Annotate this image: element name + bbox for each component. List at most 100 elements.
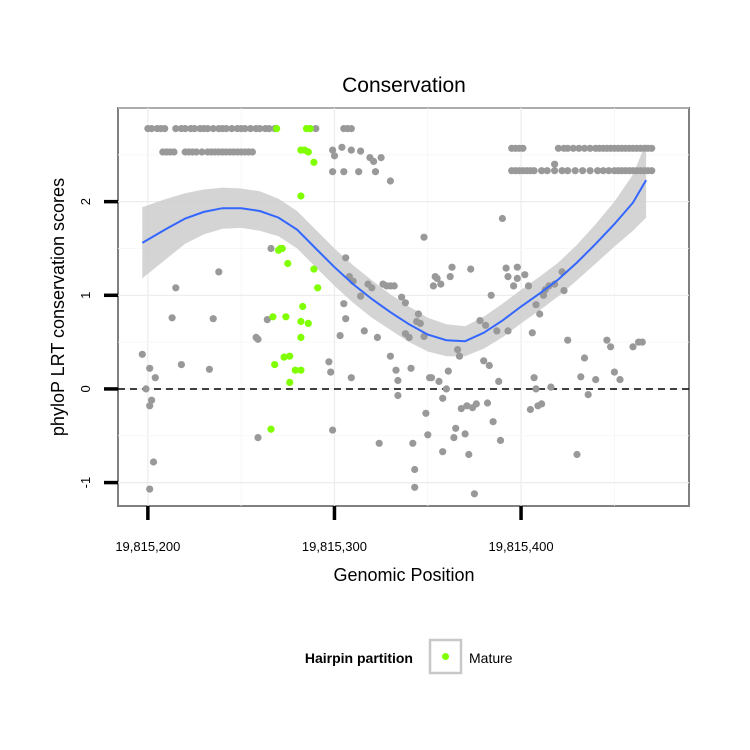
data-point xyxy=(470,490,478,498)
y-axis-title: phyloP LRT conservation scores xyxy=(48,178,68,436)
data-point xyxy=(532,301,540,309)
data-point xyxy=(148,396,156,404)
data-point xyxy=(398,293,406,301)
data-point xyxy=(142,385,150,393)
data-point xyxy=(465,450,473,459)
data-point xyxy=(487,291,495,299)
data-point-mature xyxy=(304,148,312,156)
data-point-mature xyxy=(282,313,290,321)
data-point xyxy=(215,268,223,276)
data-point xyxy=(575,144,583,152)
data-point xyxy=(558,167,566,175)
data-point xyxy=(198,148,206,156)
data-point-mature xyxy=(297,366,305,374)
data-point xyxy=(172,125,180,133)
data-point xyxy=(551,280,559,288)
data-point xyxy=(146,402,154,410)
data-point xyxy=(554,144,563,152)
data-point xyxy=(414,310,422,318)
data-point xyxy=(405,333,413,341)
data-point xyxy=(450,434,458,442)
data-point xyxy=(420,332,428,341)
data-point xyxy=(599,167,607,175)
data-point-mature xyxy=(286,378,294,386)
data-point xyxy=(149,458,158,466)
data-point xyxy=(607,343,615,351)
data-point xyxy=(538,400,546,408)
data-point xyxy=(248,148,256,156)
data-point xyxy=(586,167,594,175)
data-point xyxy=(422,409,430,417)
legend-key-mature-dot xyxy=(442,653,449,660)
data-point xyxy=(480,357,488,365)
data-point xyxy=(190,125,199,133)
data-point xyxy=(496,436,505,444)
legend-label-mature: Mature xyxy=(469,650,513,666)
data-point xyxy=(168,314,176,322)
data-point xyxy=(482,321,490,329)
y-tick-label: 0 xyxy=(78,385,93,392)
data-point xyxy=(416,319,424,327)
data-point xyxy=(394,391,402,400)
data-point xyxy=(444,367,452,375)
data-point xyxy=(493,327,501,335)
data-point xyxy=(467,265,475,273)
data-point xyxy=(536,310,544,318)
data-point xyxy=(138,350,146,358)
data-point xyxy=(370,157,378,165)
data-point xyxy=(498,214,506,223)
data-point xyxy=(357,292,365,300)
confidence-ribbon xyxy=(142,142,647,357)
data-point xyxy=(209,125,217,133)
data-point xyxy=(340,300,348,308)
data-point xyxy=(521,271,529,279)
data-point xyxy=(560,287,568,295)
data-point xyxy=(205,365,213,373)
data-point xyxy=(564,167,572,175)
data-point xyxy=(569,144,577,152)
data-point xyxy=(181,125,189,133)
data-point xyxy=(342,254,350,262)
data-point xyxy=(638,338,646,346)
data-point xyxy=(526,405,535,414)
legend-title: Hairpin partition xyxy=(305,650,413,666)
data-point xyxy=(605,167,613,175)
data-point xyxy=(375,439,383,447)
data-point xyxy=(452,424,460,432)
data-point xyxy=(241,125,249,133)
data-point xyxy=(265,125,273,133)
data-point xyxy=(392,366,400,374)
data-point xyxy=(407,364,415,372)
data-point xyxy=(648,167,656,175)
data-point-mature xyxy=(271,361,279,369)
data-point xyxy=(409,439,417,447)
data-point xyxy=(347,374,355,382)
data-point xyxy=(386,352,394,360)
data-point xyxy=(368,284,376,292)
data-point xyxy=(329,426,337,434)
data-point xyxy=(586,144,594,152)
data-point xyxy=(513,274,521,282)
data-point-mature xyxy=(291,366,299,374)
data-point-mature xyxy=(280,353,288,361)
data-point xyxy=(580,144,589,152)
data-point xyxy=(551,167,559,175)
data-points xyxy=(138,125,656,498)
data-point xyxy=(603,336,611,344)
data-point-mature xyxy=(269,313,277,321)
data-point xyxy=(151,374,159,382)
data-point xyxy=(209,315,217,323)
data-point-mature xyxy=(306,125,314,133)
data-point xyxy=(192,148,200,156)
data-point xyxy=(528,329,536,337)
data-point xyxy=(472,400,480,408)
data-point-mature xyxy=(310,265,318,273)
data-point xyxy=(648,144,656,152)
data-point xyxy=(329,146,337,154)
data-point xyxy=(610,368,619,376)
data-point xyxy=(427,374,436,382)
data-point xyxy=(336,332,344,340)
data-point xyxy=(340,168,348,176)
data-point xyxy=(386,177,394,185)
data-point xyxy=(519,144,527,152)
